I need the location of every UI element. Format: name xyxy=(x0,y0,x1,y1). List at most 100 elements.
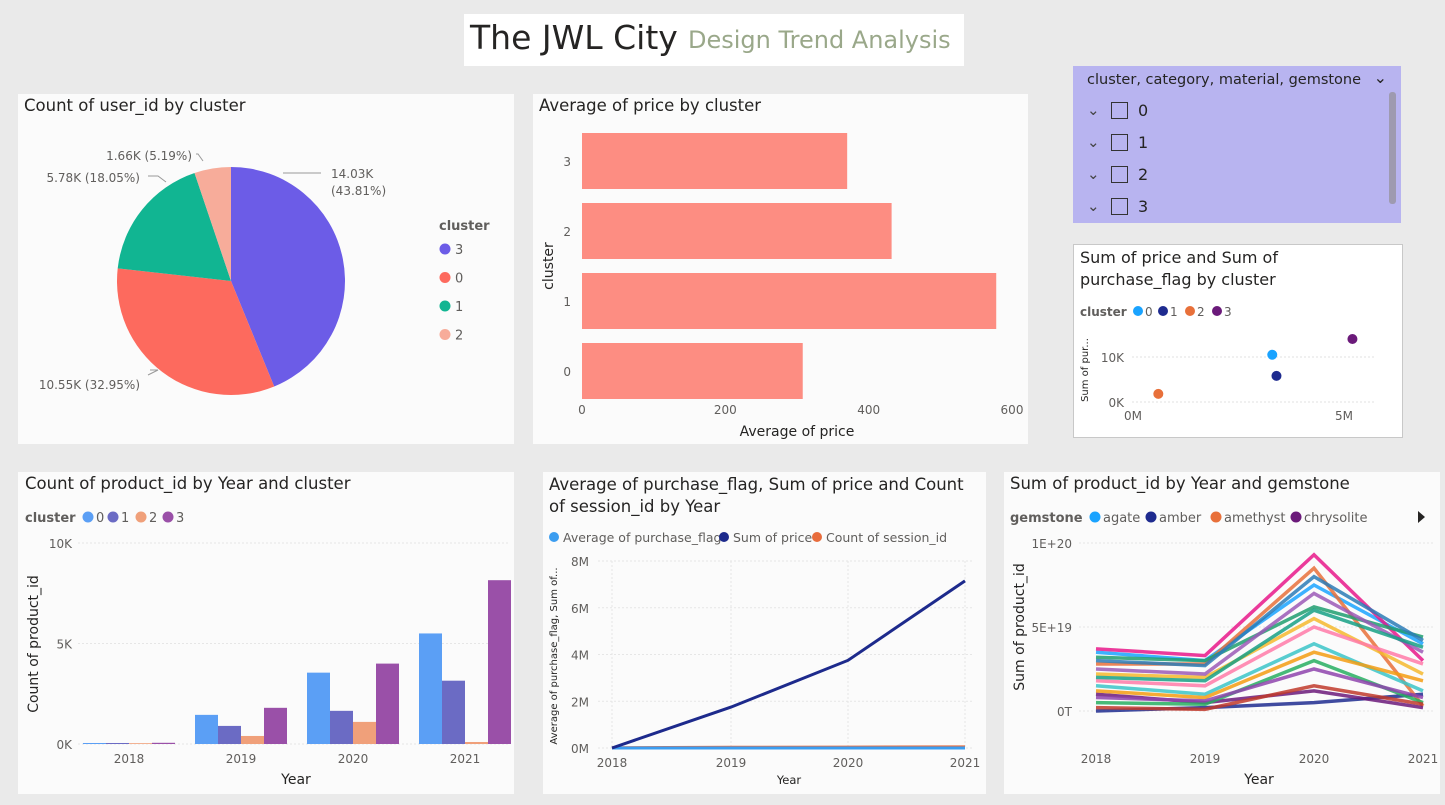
scatter-legend-label: 2 xyxy=(1197,305,1205,319)
chevron-down-icon[interactable]: ⌄ xyxy=(1373,68,1387,87)
colbar-bar-2018-3[interactable] xyxy=(152,742,175,744)
scatter-point-1[interactable] xyxy=(1271,370,1282,381)
gem-series-line[interactable] xyxy=(1095,608,1424,683)
pie-legend-label: 0 xyxy=(455,272,463,287)
report-subtitle: Design Trend Analysis xyxy=(688,26,951,54)
pie-chart-title: Count of user_id by cluster xyxy=(24,96,246,115)
pie-leader-line xyxy=(148,175,167,183)
checkbox-1[interactable] xyxy=(1111,133,1128,151)
pie-chart-panel[interactable]: Count of user_id by cluster 14.03K (43.81… xyxy=(18,94,514,444)
colbar-bar-2018-1[interactable] xyxy=(106,742,129,744)
line-legend-label: Average of purchase_flag xyxy=(563,530,721,545)
scatter-y-tick: 10K xyxy=(1101,351,1125,365)
colbar-bar-2020-1[interactable] xyxy=(330,710,353,744)
scatter-legend-label: 3 xyxy=(1224,305,1232,319)
gem-chart[interactable]: gemstone agate amber amethyst chrysolite 0T 5E… xyxy=(1004,472,1440,794)
gem-legend-marker xyxy=(1145,511,1157,523)
cluster-slicer[interactable]: cluster, category, material, gemstone ⌄ … xyxy=(1073,66,1401,223)
pie-slice-3[interactable] xyxy=(231,167,346,387)
slicer-item-3[interactable]: ⌄ 3 xyxy=(1087,192,1148,220)
line-legend-label: Count of session_id xyxy=(826,530,947,545)
colbar-bar-2019-2[interactable] xyxy=(241,735,264,744)
pie-slice-0[interactable] xyxy=(117,268,275,395)
gem-series-line[interactable] xyxy=(1095,684,1424,712)
scatter-chart[interactable]: cluster 0 1 2 3 0K 10K 0M 5M Sum of pur... xyxy=(1074,245,1402,437)
gem-series-line[interactable] xyxy=(1095,625,1424,688)
checkbox-3[interactable] xyxy=(1111,197,1128,215)
gem-legend-label: amber xyxy=(1159,511,1202,526)
pie-chart[interactable]: 14.03K (43.81%) 10.55K (32.95%) 5.78K (18.0… xyxy=(18,94,514,444)
colbar-bar-2021-2[interactable] xyxy=(465,741,488,744)
gem-x-tick: 2020 xyxy=(1299,752,1330,766)
slicer-item-0[interactable]: ⌄ 0 xyxy=(1087,96,1148,124)
line-series-1[interactable] xyxy=(611,579,966,750)
colbar-bar-2021-3[interactable] xyxy=(488,580,511,744)
scatter-y-tick: 0K xyxy=(1108,396,1125,410)
pie-legend-marker-2 xyxy=(439,329,451,340)
line-title-line1: Average of purchase_flag, Sum of price a… xyxy=(549,475,964,494)
pie-leader-line xyxy=(147,369,159,376)
slicer-item-label: 2 xyxy=(1138,164,1149,184)
line-chart[interactable]: Average of purchase_flag Sum of price Coun… xyxy=(543,472,986,794)
colbar-bar-2020-0[interactable] xyxy=(307,672,330,744)
colbar-legend-label: 2 xyxy=(149,511,157,526)
checkbox-0[interactable] xyxy=(1111,101,1128,119)
gem-legend-marker xyxy=(1210,511,1222,523)
expand-chevron-icon[interactable]: ⌄ xyxy=(1087,197,1100,215)
colbar-legend-marker-3 xyxy=(162,511,174,523)
gem-series-line[interactable] xyxy=(1095,650,1424,700)
hbar-category-label: 3 xyxy=(563,155,571,169)
colbar-bar-2018-0[interactable] xyxy=(83,742,106,744)
colbar-y-tick: 10K xyxy=(49,537,73,551)
expand-chevron-icon[interactable]: ⌄ xyxy=(1087,165,1100,183)
hbar-x-tick: 600 xyxy=(1001,403,1024,417)
line-y-tick: 6M xyxy=(571,602,589,616)
report-header: The JWL City Design Trend Analysis xyxy=(464,14,964,66)
scatter-legend-marker-3 xyxy=(1212,306,1222,316)
scatter-legend-marker-1 xyxy=(1158,306,1168,316)
slicer-item-label: 0 xyxy=(1138,100,1149,120)
slicer-item-1[interactable]: ⌄ 1 xyxy=(1087,128,1148,156)
checkbox-2[interactable] xyxy=(1111,165,1128,183)
scatter-legend-label: 1 xyxy=(1170,305,1178,319)
line-y-tick: 2M xyxy=(571,695,589,709)
colbar-bar-2019-3[interactable] xyxy=(264,707,287,744)
colbar-x-tick: 2021 xyxy=(450,752,481,766)
colbar-bar-2020-2[interactable] xyxy=(353,721,376,744)
hbar-chart-panel[interactable]: Average of price by cluster 3 2 1 0 0 200 400 6… xyxy=(533,94,1028,444)
line-chart-panel[interactable]: Average of purchase_flag, Sum of price a… xyxy=(543,472,986,794)
line-legend-label: Sum of price xyxy=(733,530,812,545)
pie-slice-1[interactable] xyxy=(117,172,231,281)
expand-chevron-icon[interactable]: ⌄ xyxy=(1087,133,1100,151)
colbar-x-tick: 2020 xyxy=(338,752,369,766)
hbar-chart[interactable]: 3 2 1 0 0 200 400 600 Average of price cluster xyxy=(533,94,1028,444)
gem-chart-panel[interactable]: Sum of product_id by Year and gemstone g… xyxy=(1004,472,1440,794)
gem-series-line[interactable] xyxy=(1095,591,1424,676)
expand-chevron-icon[interactable]: ⌄ xyxy=(1087,101,1100,119)
line-y-axis-label: Average of purchase_flag, Sum of... xyxy=(549,567,560,744)
pie-leader-line xyxy=(196,153,204,162)
colbar-bar-2018-2[interactable] xyxy=(129,743,152,744)
gem-series-line[interactable] xyxy=(1095,574,1424,668)
gem-chart-title: Sum of product_id by Year and gemstone xyxy=(1010,474,1350,493)
scatter-point-2[interactable] xyxy=(1153,388,1164,399)
gem-x-tick: 2018 xyxy=(1081,752,1112,766)
colbar-chart-panel[interactable]: Count of product_id by Year and cluster … xyxy=(18,472,514,794)
colbar-bar-2019-1[interactable] xyxy=(218,725,241,744)
colbar-bar-2021-1[interactable] xyxy=(442,680,465,744)
colbar-bar-2020-3[interactable] xyxy=(376,663,399,744)
slicer-item-2[interactable]: ⌄ 2 xyxy=(1087,160,1148,188)
scatter-point-3[interactable] xyxy=(1347,334,1358,344)
slicer-scrollbar[interactable] xyxy=(1389,92,1396,204)
colbar-bar-2019-0[interactable] xyxy=(195,714,218,744)
legend-next-arrow-icon[interactable] xyxy=(1418,511,1425,523)
colbar-legend-label: 3 xyxy=(176,511,184,526)
pie-slice-2[interactable] xyxy=(194,167,231,281)
colbar-bar-2021-0[interactable] xyxy=(419,633,442,744)
hbar-category-label: 2 xyxy=(563,225,571,239)
scatter-chart-panel[interactable]: Sum of price and Sum of purchase_flag by… xyxy=(1073,244,1403,438)
gem-series-line[interactable] xyxy=(1095,667,1424,703)
scatter-point-0[interactable] xyxy=(1267,349,1278,360)
scatter-chart-title: Sum of price and Sum of purchase_flag by… xyxy=(1080,247,1278,291)
